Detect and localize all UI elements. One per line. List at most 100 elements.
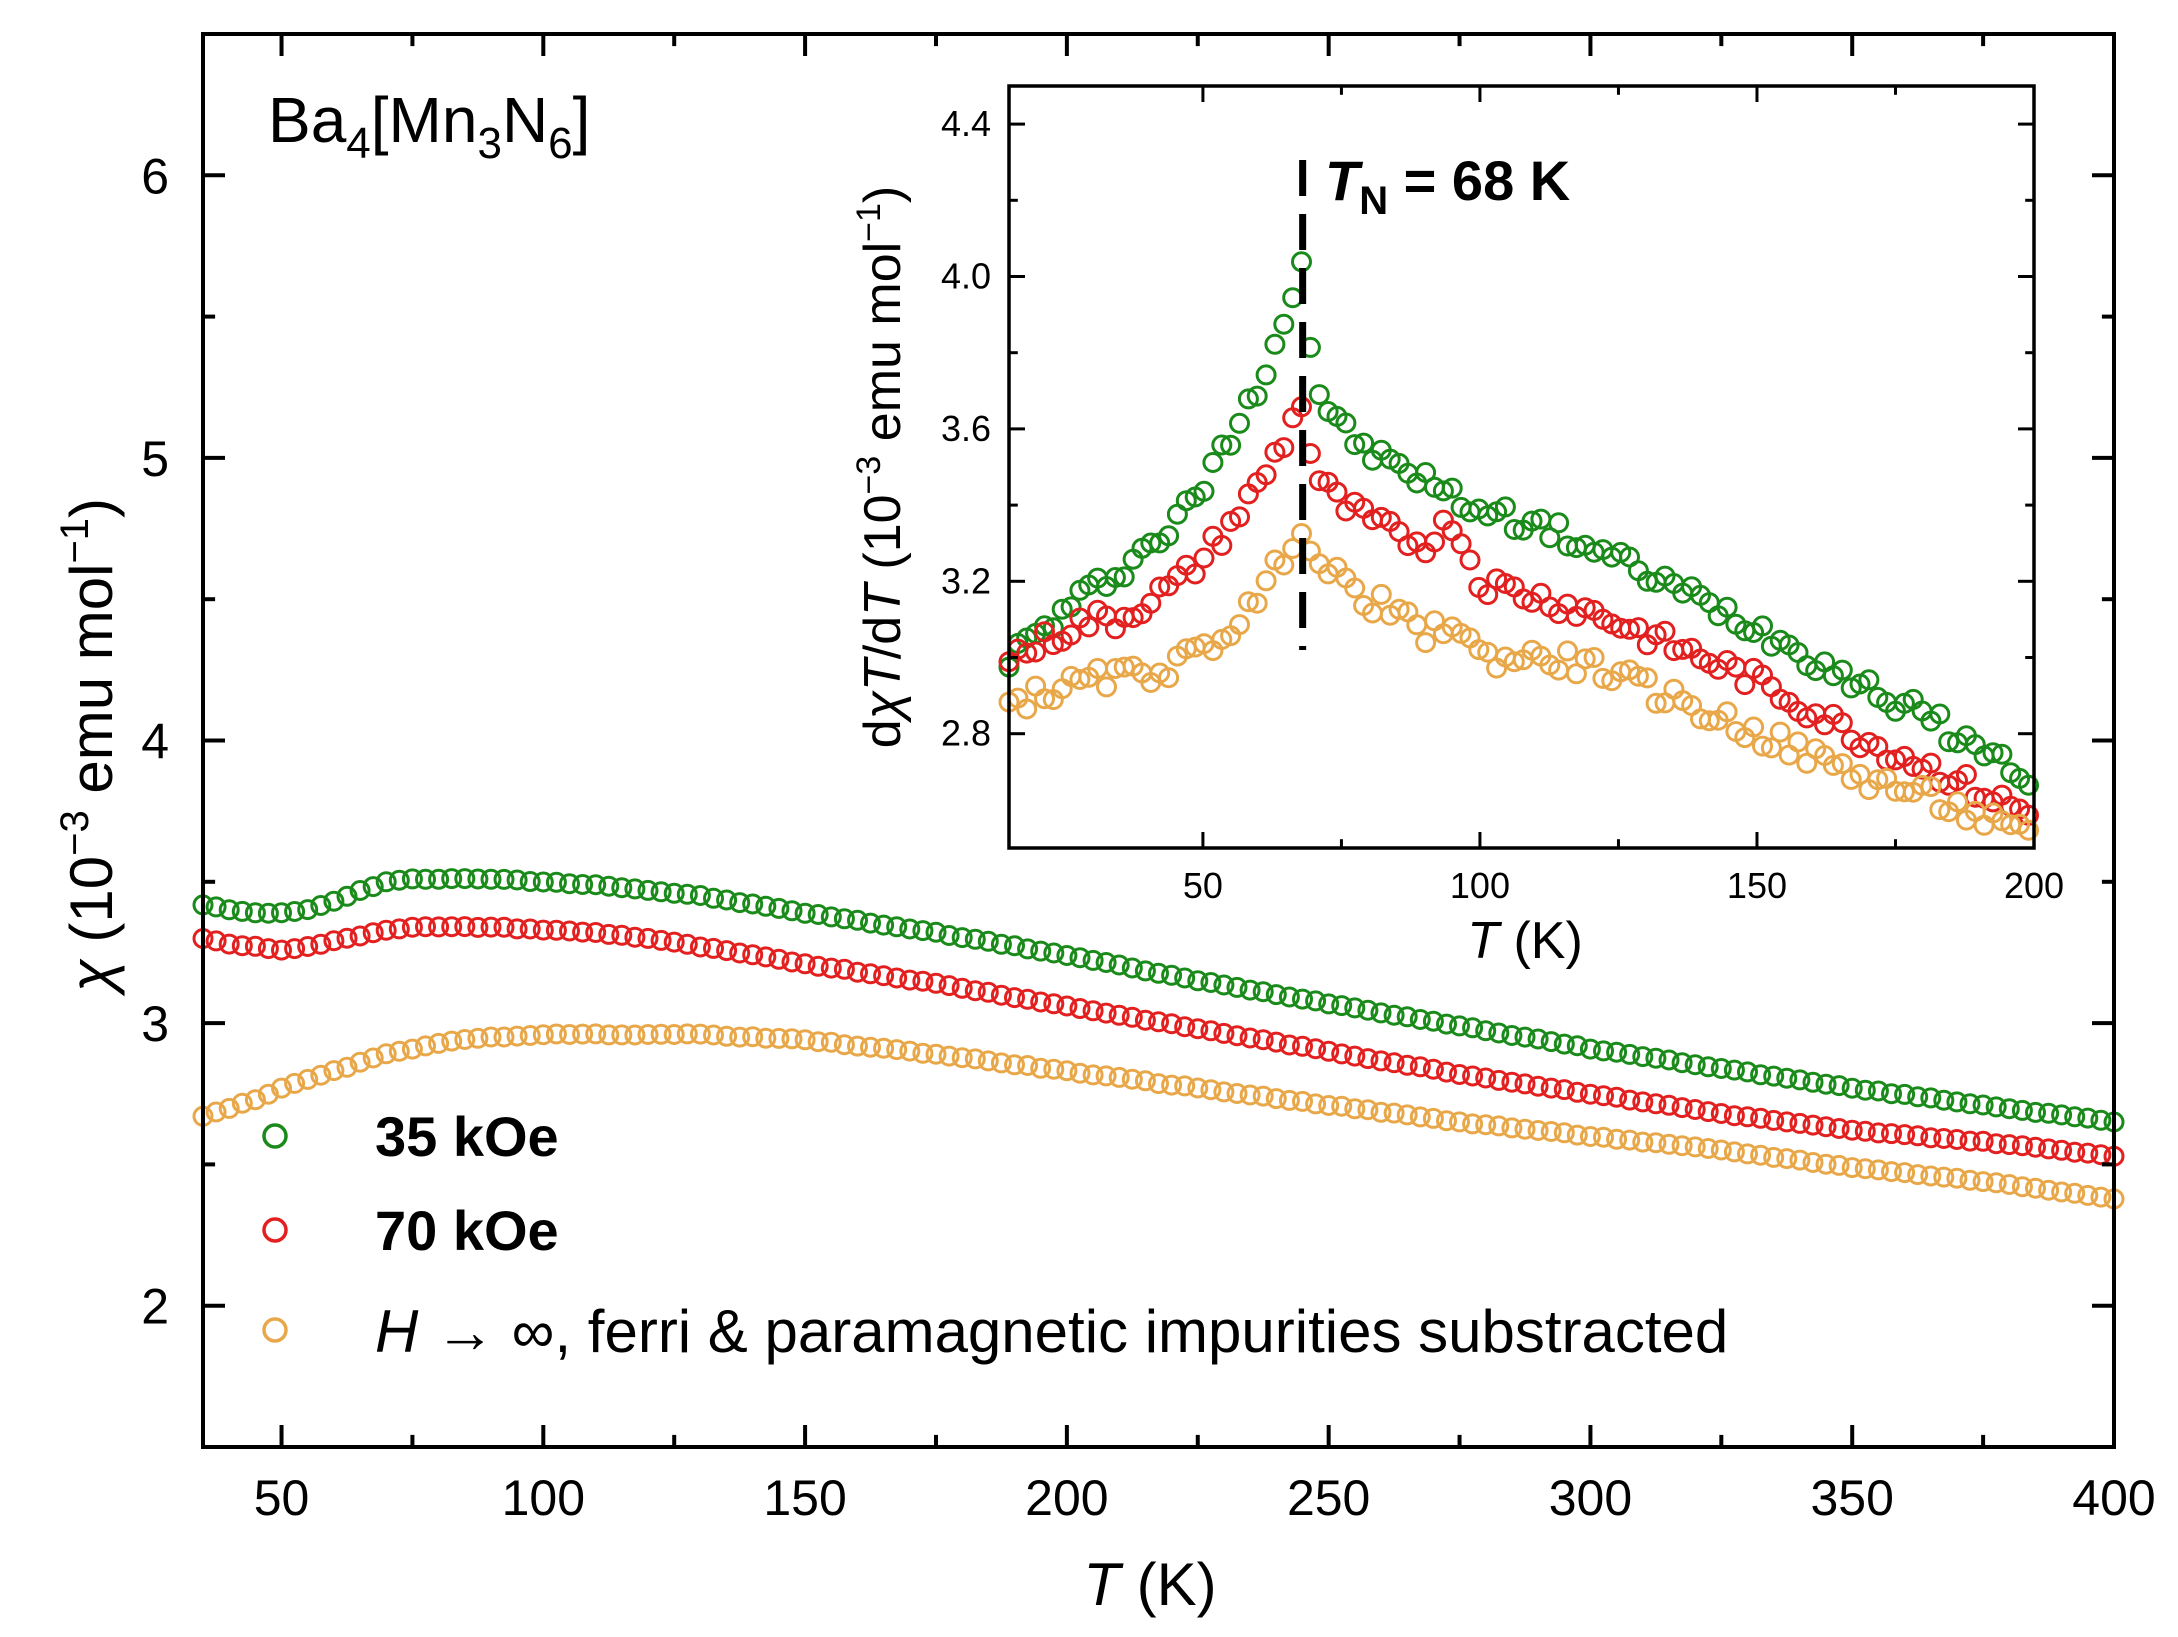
main-point-70-koe	[244, 935, 266, 957]
main-point-h	[1187, 1077, 1209, 1099]
main-point-35-koe	[1553, 1033, 1575, 1055]
main-y-tick-label: 3	[141, 996, 169, 1052]
inset-y-axis-d: d	[854, 719, 912, 748]
inset-tick-labels: 50 100 150 200 2.8 3.2 3.6 4.0 4.4	[941, 103, 2064, 906]
inset-point-35-koe	[1982, 742, 2004, 764]
main-point-h	[1750, 1144, 1772, 1166]
main-point-h	[781, 1028, 803, 1050]
main-point-35-koe	[1501, 1025, 1523, 1046]
inset-point-70-koe	[1211, 534, 1233, 556]
main-point-35-koe	[506, 869, 528, 891]
main-point-h	[1854, 1158, 1876, 1180]
main-point-h	[611, 1024, 633, 1046]
main-point-h	[716, 1025, 738, 1047]
main-point-70-koe	[572, 921, 594, 943]
main-point-70-koe	[1933, 1128, 1955, 1149]
main-point-70-koe	[1344, 1045, 1366, 1067]
main-point-70-koe	[1894, 1124, 1916, 1146]
main-point-70-koe	[532, 919, 554, 941]
main-point-70-koe	[742, 944, 764, 966]
inset-point-35-koe	[1432, 480, 1454, 502]
annotation-subscript: N	[1359, 179, 1388, 223]
main-point-70-koe	[1998, 1134, 2020, 1156]
inset-point-70-koe	[1308, 470, 1330, 492]
main-point-35-koe	[467, 868, 489, 890]
main-point-70-koe	[257, 938, 279, 960]
main-y-tick-label: 6	[141, 148, 169, 204]
main-point-h	[336, 1056, 358, 1078]
inset-point-35-koe	[1539, 527, 1561, 549]
main-point-70-koe	[1723, 1105, 1745, 1127]
main-point-h	[493, 1026, 515, 1048]
main-point-h	[637, 1024, 659, 1045]
main-point-70-koe	[1750, 1107, 1772, 1129]
inset-point-70-koe	[1060, 624, 1082, 646]
main-point-35-koe	[716, 889, 738, 911]
main-point-70-koe	[1697, 1101, 1719, 1123]
inset-point-70-koe	[1273, 437, 1295, 459]
main-point-70-koe	[990, 984, 1012, 1006]
inset-ticks	[1009, 86, 2036, 848]
main-point-70-koe	[925, 972, 947, 994]
inset-point-70-koe	[1229, 506, 1250, 528]
main-point-70-koe	[2051, 1139, 2073, 1161]
main-point-35-koe	[729, 892, 751, 914]
main-point-35-koe	[990, 933, 1012, 955]
main-point-h	[218, 1097, 240, 1119]
main-point-35-koe	[1776, 1067, 1798, 1089]
main-point-70-koe	[703, 937, 724, 959]
main-point-35-koe	[257, 902, 279, 924]
main-point-h	[1697, 1138, 1719, 1159]
inset-point-35-koe	[1521, 510, 1543, 532]
main-point-70-koe	[768, 948, 790, 970]
main-point-35-koe	[1867, 1080, 1889, 1102]
main-point-70-koe	[873, 965, 895, 987]
main-point-h	[676, 1023, 698, 1045]
main-point-h	[1553, 1122, 1575, 1144]
main-point-h	[205, 1101, 227, 1123]
main-point-35-koe	[689, 885, 711, 906]
inset-point-h	[1273, 554, 1295, 576]
main-point-70-koe	[2090, 1144, 2112, 1166]
inset-point-70-koe	[1734, 674, 1756, 696]
main-point-70-koe	[899, 969, 921, 991]
main-y-axis-variable: χ	[58, 958, 125, 997]
main-y-axis-unit-mid: emu mol	[58, 564, 125, 811]
inset-point-35-koe	[1158, 525, 1180, 547]
main-point-35-koe	[1789, 1069, 1811, 1091]
main-point-70-koe	[1200, 1020, 1222, 1042]
main-point-h	[1881, 1161, 1902, 1183]
main-point-35-koe	[1174, 967, 1196, 989]
main-point-35-koe	[1056, 945, 1078, 966]
main-point-70-koe	[1226, 1025, 1248, 1047]
main-point-70-koe	[611, 924, 633, 946]
main-point-h	[1972, 1171, 1994, 1193]
main-point-35-koe	[2038, 1102, 2060, 1124]
main-point-70-koe	[1475, 1067, 1497, 1089]
main-point-h	[349, 1051, 371, 1073]
inset-point-35-koe	[2018, 774, 2039, 796]
inset-point-35-koe	[1716, 596, 1738, 618]
inset-point-35-koe	[1929, 703, 1951, 725]
main-point-70-koe	[624, 926, 646, 948]
main-point-h	[847, 1035, 868, 1057]
inset-y-axis-unit-open: (10	[854, 494, 912, 584]
main-point-h	[873, 1037, 895, 1059]
main-point-70-koe	[1108, 1004, 1130, 1026]
main-point-35-koe	[1370, 1002, 1392, 1024]
main-point-35-koe	[663, 882, 685, 904]
main-point-70-koe	[2025, 1136, 2046, 1158]
inset-x-tick-label: 100	[1450, 865, 1510, 906]
main-point-h	[297, 1068, 319, 1090]
inset-markers	[998, 251, 2039, 841]
main-point-70-koe	[1030, 991, 1052, 1013]
main-point-35-koe	[336, 885, 358, 907]
main-point-35-koe	[1422, 1010, 1444, 1032]
main-point-35-koe	[532, 871, 554, 893]
main-point-h	[454, 1029, 476, 1050]
inset-point-h	[1016, 698, 1038, 720]
main-point-35-koe	[1108, 954, 1130, 976]
main-point-70-koe	[1985, 1133, 2007, 1155]
main-point-h	[519, 1025, 541, 1046]
